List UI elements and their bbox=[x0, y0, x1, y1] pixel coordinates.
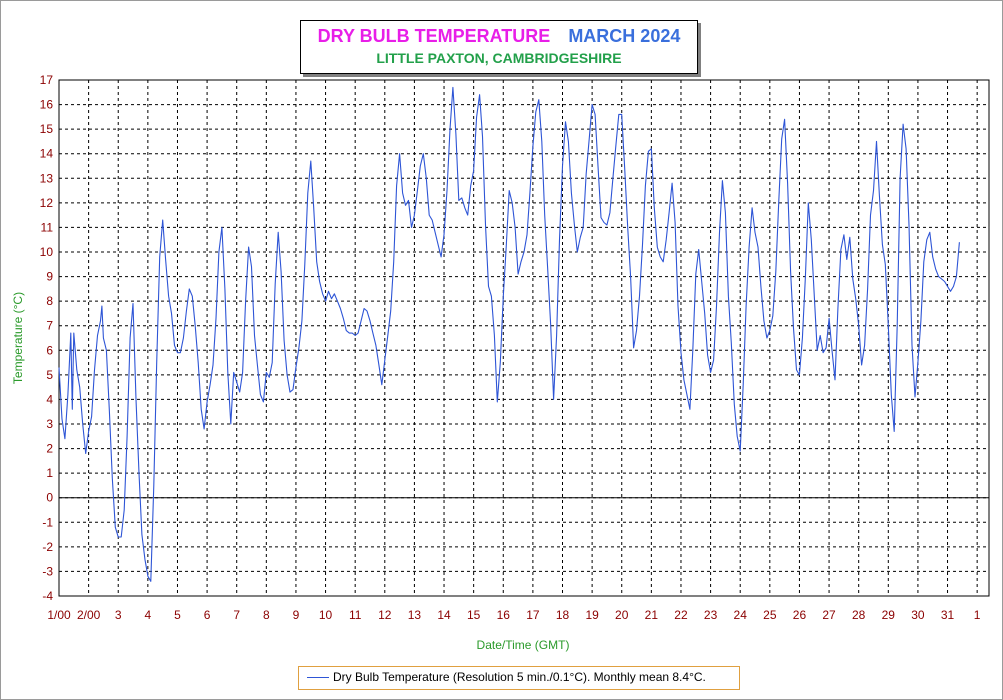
x-tick-label: 26 bbox=[793, 608, 807, 622]
grid bbox=[59, 80, 989, 596]
y-tick-label: 3 bbox=[46, 417, 53, 431]
x-tick-label: 12 bbox=[378, 608, 392, 622]
y-tick-label: 6 bbox=[46, 343, 53, 357]
x-tick-label: 30 bbox=[911, 608, 925, 622]
x-tick-label: 25 bbox=[763, 608, 777, 622]
y-tick-label: 2 bbox=[46, 442, 53, 456]
temperature-series-line bbox=[58, 86, 960, 582]
x-axis-label: Date/Time (GMT) bbox=[477, 638, 570, 652]
y-tick-label: 5 bbox=[46, 368, 53, 382]
x-tick-label: 1/00 bbox=[47, 608, 71, 622]
y-tick-label: 10 bbox=[40, 245, 54, 259]
x-tick-label: 21 bbox=[645, 608, 659, 622]
x-tick-label: 8 bbox=[263, 608, 270, 622]
legend-swatch bbox=[307, 677, 329, 678]
y-tick-label: 8 bbox=[46, 294, 53, 308]
y-tick-label: 15 bbox=[40, 122, 54, 136]
x-tick-label: 10 bbox=[319, 608, 333, 622]
chart-subtitle: LITTLE PAXTON, CAMBRIDGESHIRE bbox=[376, 50, 622, 66]
x-tick-label: 23 bbox=[704, 608, 718, 622]
y-tick-label: -1 bbox=[42, 515, 53, 529]
title-line: DRY BULB TEMPERATURE MARCH 2024 bbox=[301, 26, 697, 47]
y-tick-label: 4 bbox=[46, 392, 53, 406]
chart-title: DRY BULB TEMPERATURE bbox=[317, 26, 551, 46]
y-tick-label: 7 bbox=[46, 319, 53, 333]
x-tick-label: 11 bbox=[349, 608, 362, 622]
x-tick-label: 15 bbox=[467, 608, 481, 622]
chart-month: MARCH 2024 bbox=[568, 26, 681, 46]
y-tick-label: 12 bbox=[40, 196, 54, 210]
x-tick-label: 9 bbox=[293, 608, 300, 622]
y-tick-label: -2 bbox=[42, 540, 53, 554]
x-tick-label: 13 bbox=[408, 608, 422, 622]
y-tick-label: 16 bbox=[40, 98, 54, 112]
x-tick-label: 19 bbox=[585, 608, 599, 622]
series-layer bbox=[58, 86, 960, 582]
x-tick-label: 6 bbox=[204, 608, 211, 622]
plot-border bbox=[58, 79, 990, 597]
x-tick-label: 2/00 bbox=[77, 608, 101, 622]
x-tick-label: 3 bbox=[115, 608, 122, 622]
y-axis-label: Temperature (°C) bbox=[11, 292, 25, 384]
x-tick-label: 29 bbox=[882, 608, 896, 622]
x-tick-label: 22 bbox=[674, 608, 688, 622]
y-tick-label: 0 bbox=[46, 491, 53, 505]
x-tick-label: 24 bbox=[734, 608, 748, 622]
x-tick-label: 27 bbox=[822, 608, 836, 622]
x-tick-label: 20 bbox=[615, 608, 629, 622]
legend-label: Dry Bulb Temperature (Resolution 5 min./… bbox=[333, 670, 706, 684]
x-tick-label: 4 bbox=[145, 608, 152, 622]
y-tick-label: 11 bbox=[41, 220, 54, 234]
x-tick-label: 7 bbox=[233, 608, 240, 622]
x-tick-label: 16 bbox=[497, 608, 511, 622]
y-tick-label: 14 bbox=[40, 147, 54, 161]
x-tick-labels: 1/00 2/00 3 4 5 6 7 8 9 10 11 12 13 14 15 16 17 18 19 20 21 2… bbox=[47, 608, 980, 622]
legend: Dry Bulb Temperature (Resolution 5 min./… bbox=[298, 666, 740, 690]
y-tick-label: -3 bbox=[42, 564, 53, 578]
y-tick-label: 9 bbox=[46, 270, 53, 284]
plot-area bbox=[58, 79, 990, 597]
y-tick-label: 17 bbox=[40, 73, 54, 87]
x-tick-label: 18 bbox=[556, 608, 570, 622]
x-tick-label: 17 bbox=[526, 608, 540, 622]
y-tick-label: 1 bbox=[46, 466, 53, 480]
x-tick-label: 31 bbox=[941, 608, 955, 622]
title-box: DRY BULB TEMPERATURE MARCH 2024 LITTLE PA… bbox=[300, 20, 698, 74]
y-tick-label: 13 bbox=[40, 171, 54, 185]
x-tick-label: 1 bbox=[974, 608, 981, 622]
y-tick-label: -4 bbox=[42, 589, 53, 603]
x-tick-label: 28 bbox=[852, 608, 866, 622]
x-tick-label: 5 bbox=[174, 608, 181, 622]
x-tick-label: 14 bbox=[437, 608, 451, 622]
